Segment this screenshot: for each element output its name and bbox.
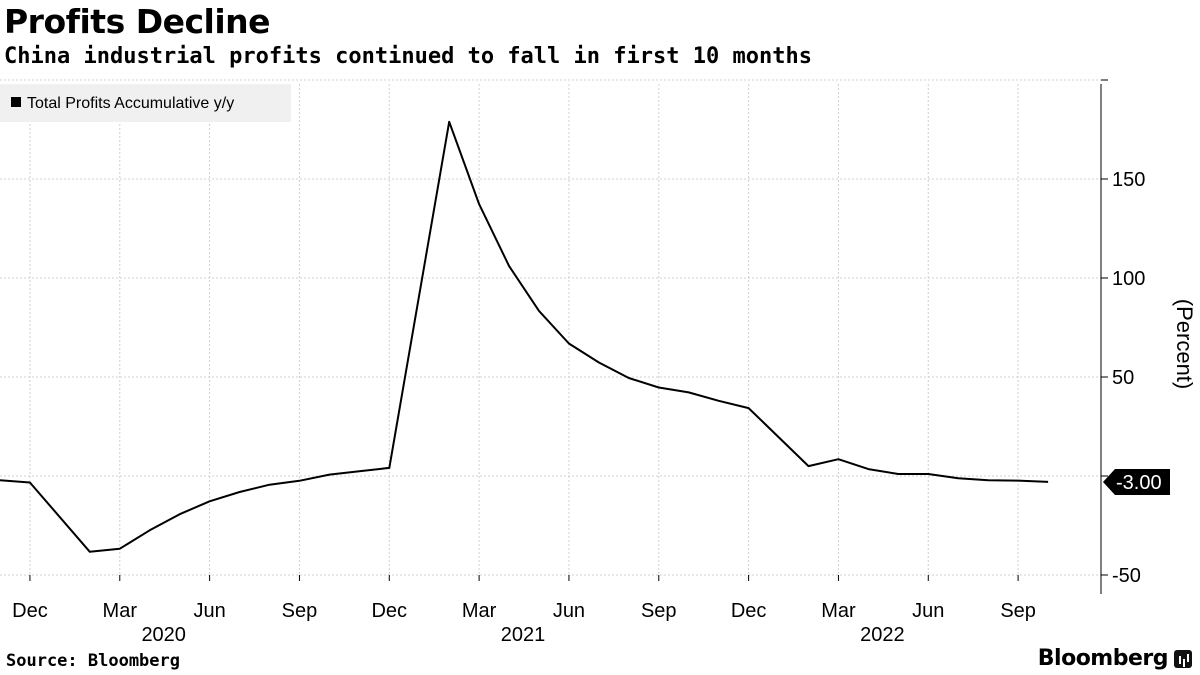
- last-value-label-text: -3.00: [1116, 472, 1162, 494]
- legend-entry: Total Profits Accumulative y/y: [27, 95, 234, 112]
- x-tick-label: Mar: [462, 600, 497, 622]
- x-axis: Dec Mar Jun Sep Dec Mar Jun Sep Dec Mar Jun Sep 2020…: [12, 575, 1036, 646]
- series-layer: [0, 120, 1049, 553]
- y-tick-label: 100: [1112, 268, 1145, 290]
- series-line-total-profits: [0, 120, 1049, 553]
- legend: Total Profits Accumulative y/y: [0, 84, 291, 122]
- x-tick-label: Dec: [731, 600, 767, 622]
- brand-logo: Bloomberg: [1037, 646, 1169, 671]
- x-tick-label: Sep: [1000, 600, 1036, 622]
- x-tick-label: Jun: [553, 600, 585, 622]
- y-tick-label: 150: [1112, 169, 1145, 191]
- x-year-label: 2021: [501, 624, 546, 646]
- x-tick-label: Dec: [371, 600, 407, 622]
- chart-subtitle: China industrial profits continued to fa…: [4, 44, 812, 69]
- chart-title: Profits Decline: [4, 2, 271, 41]
- x-tick-label: Dec: [12, 600, 48, 622]
- x-tick-label: Mar: [103, 600, 138, 622]
- grid-layer: [0, 79, 1101, 576]
- x-year-label: 2022: [860, 624, 905, 646]
- x-tick-label: Jun: [912, 600, 944, 622]
- last-value-label: -3.00: [1103, 468, 1170, 495]
- y-tick-label: -50: [1112, 565, 1141, 587]
- legend-swatch: [11, 97, 21, 107]
- y-axis-label: (Percent): [1172, 299, 1197, 389]
- x-year-label: 2020: [141, 624, 186, 646]
- y-axis: -50 50 100 150: [1100, 79, 1145, 594]
- bloomberg-terminal-icon: [1174, 650, 1192, 668]
- x-tick-label: Sep: [641, 600, 677, 622]
- y-tick-label: 50: [1112, 367, 1134, 389]
- last-value-label-background: [1103, 468, 1170, 495]
- x-tick-label: Sep: [282, 600, 318, 622]
- x-tick-label: Mar: [821, 600, 856, 622]
- legend-background: [0, 84, 291, 122]
- source-note: Source: Bloomberg: [6, 651, 180, 671]
- x-tick-label: Jun: [193, 600, 225, 622]
